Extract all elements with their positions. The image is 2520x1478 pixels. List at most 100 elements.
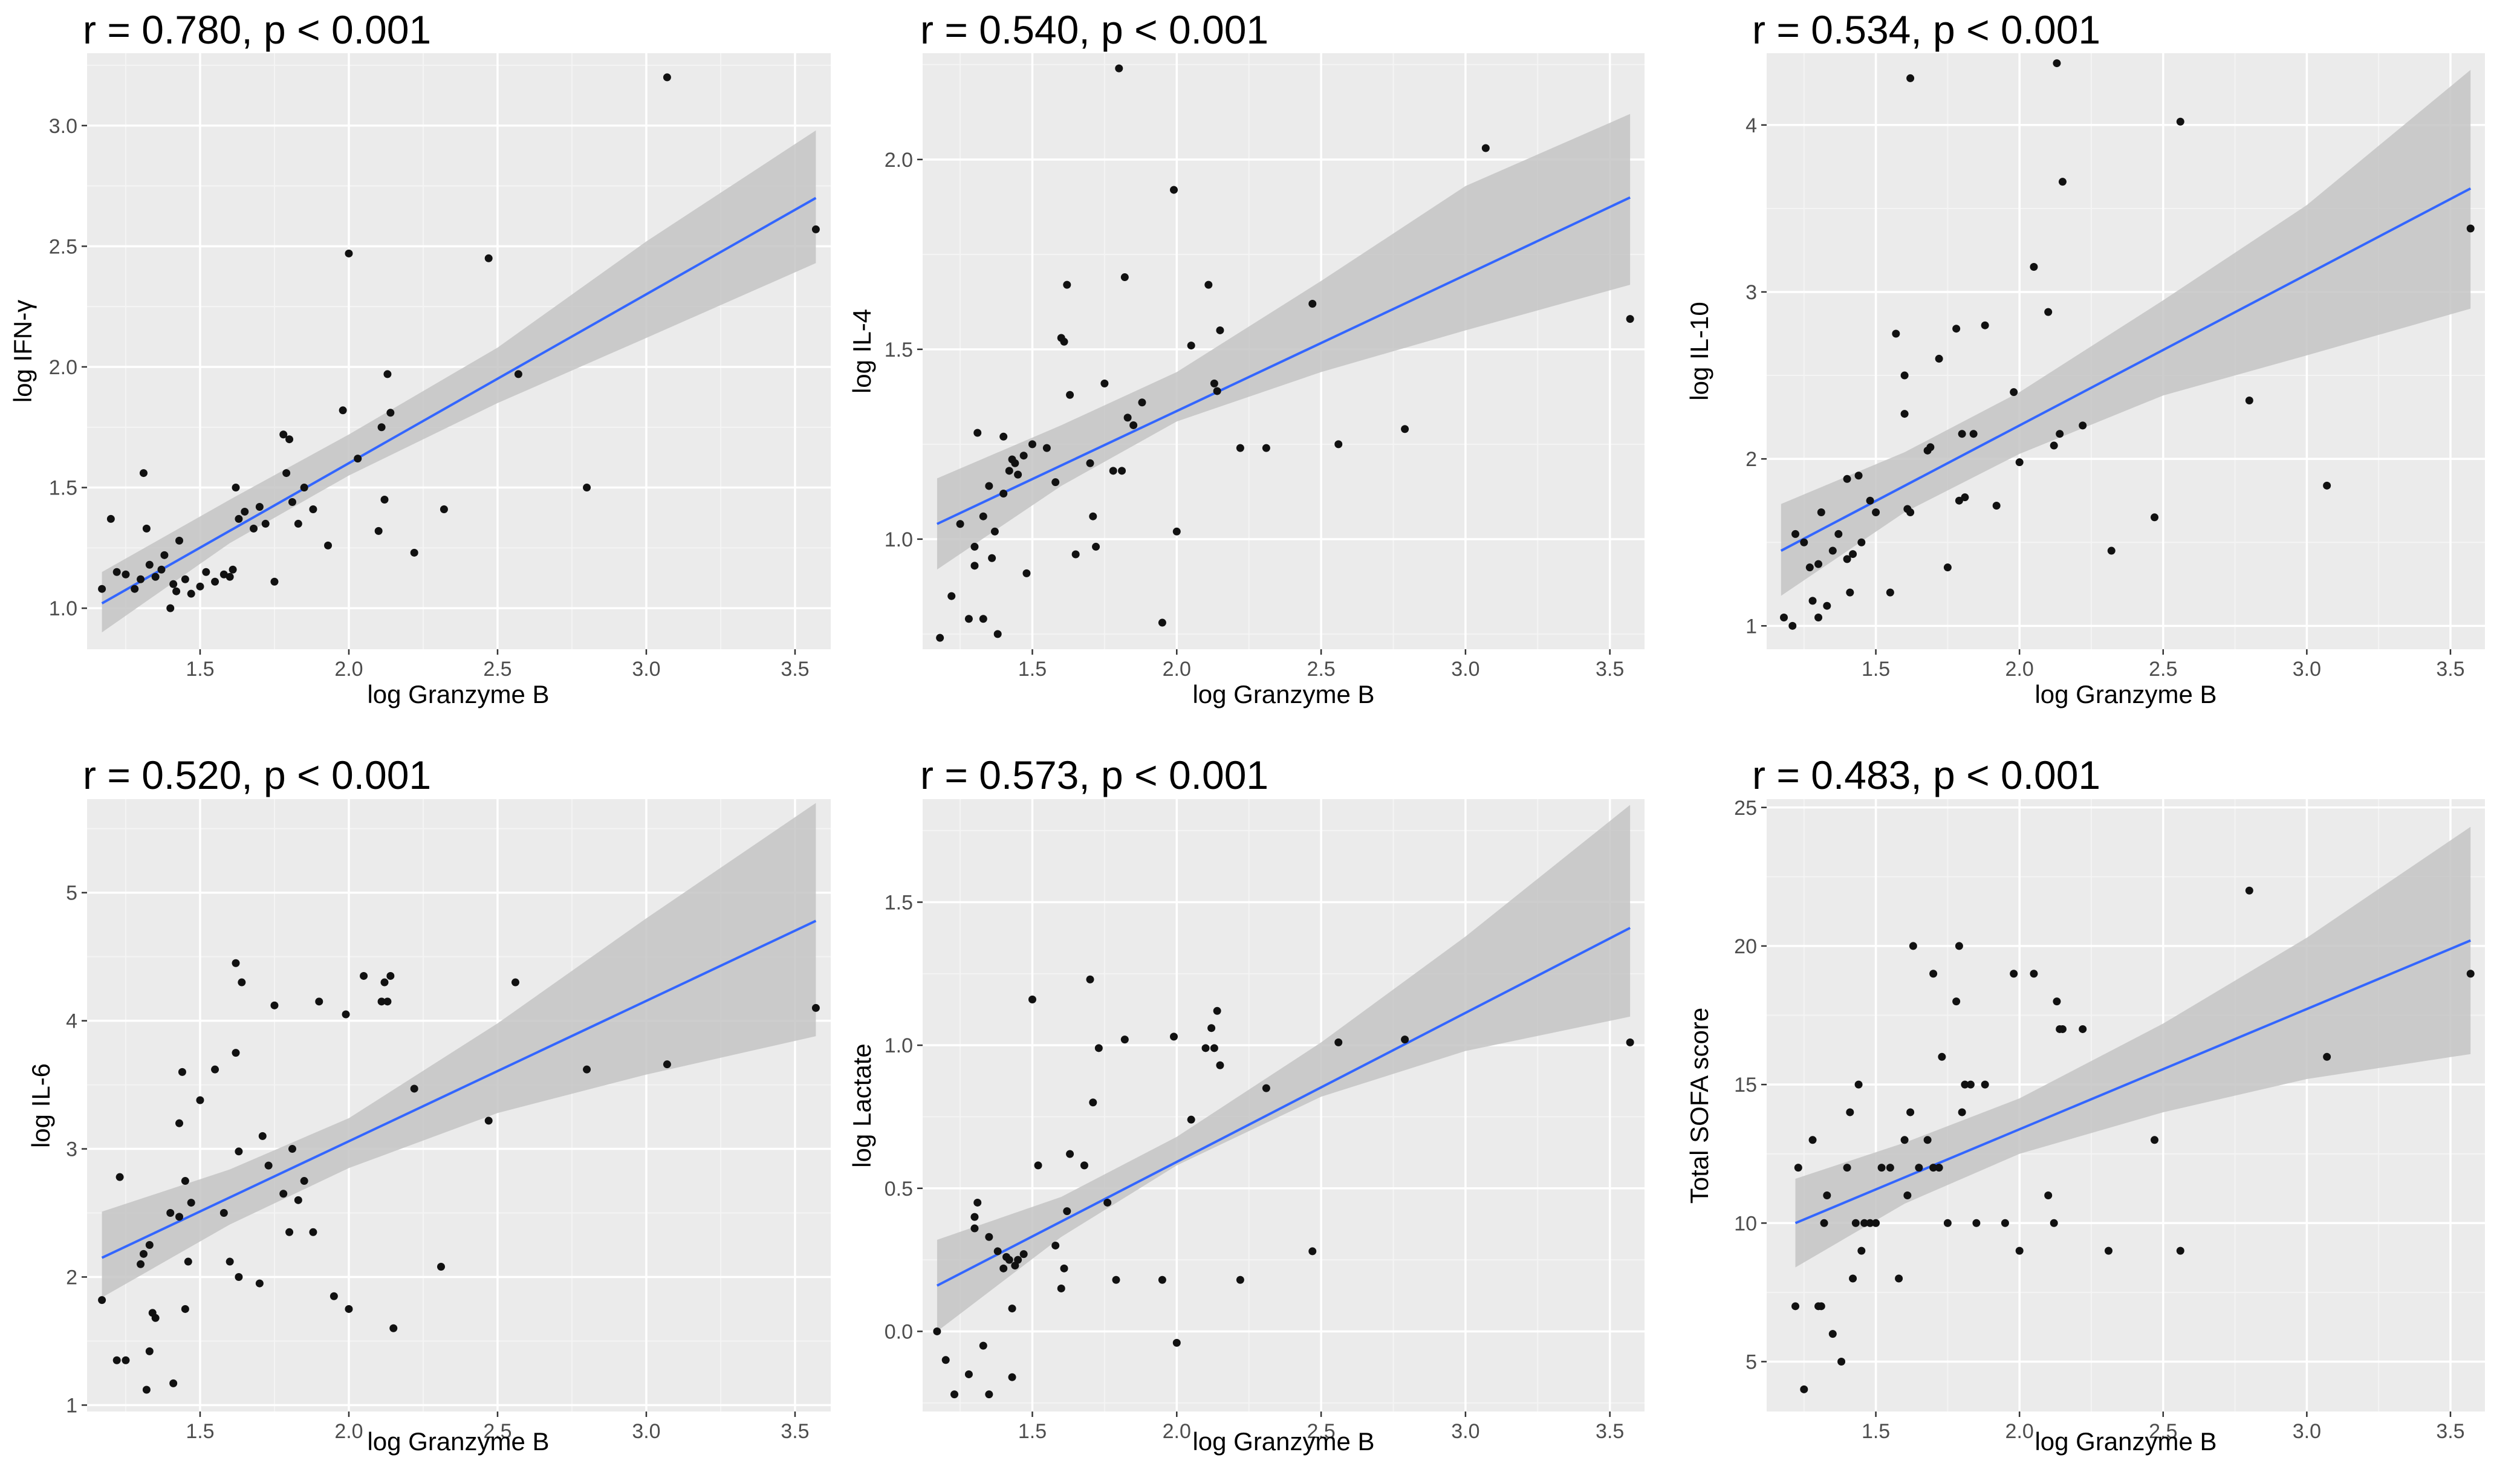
y-tick-label: 15 — [1734, 1074, 1757, 1097]
data-point — [1828, 546, 1837, 555]
x-tick-label: 2.0 — [334, 1420, 363, 1443]
data-point — [1028, 440, 1036, 449]
regression-line — [937, 196, 1631, 525]
data-point — [264, 1161, 273, 1170]
data-point — [145, 560, 154, 569]
data-point — [2466, 224, 2475, 233]
data-point — [2044, 308, 2053, 316]
data-point — [1817, 1302, 1825, 1311]
data-point — [270, 577, 279, 586]
x-tick-label: 1.5 — [186, 1420, 214, 1443]
x-tick-label: 2.0 — [2005, 1420, 2034, 1443]
data-point — [181, 1177, 189, 1185]
data-point — [386, 971, 395, 980]
data-point — [181, 1305, 189, 1313]
y-tick-label: 5 — [66, 882, 77, 905]
data-point — [1005, 467, 1013, 475]
data-point — [2001, 1219, 2009, 1227]
regression-line — [1794, 939, 2472, 1225]
data-point — [219, 1209, 228, 1217]
data-point — [226, 1257, 234, 1266]
y-tick-label: 1.5 — [885, 891, 913, 914]
data-point — [2015, 1246, 2024, 1255]
data-point — [583, 1065, 591, 1074]
data-point — [988, 554, 996, 562]
data-point — [2176, 117, 2184, 126]
x-tick-label: 3.5 — [1596, 1420, 1624, 1443]
data-point — [345, 249, 353, 258]
data-point — [1172, 1338, 1181, 1347]
y-axis-label: log IFN-γ — [8, 300, 37, 403]
data-point — [235, 1272, 243, 1281]
data-point — [241, 507, 249, 516]
data-point — [1071, 550, 1080, 559]
data-point — [511, 978, 519, 987]
data-point — [2466, 970, 2475, 978]
data-point — [1915, 1164, 1923, 1172]
x-tick-label: 2.0 — [2005, 658, 2034, 681]
data-point — [437, 1263, 445, 1271]
x-tick-label: 3.0 — [2293, 658, 2321, 681]
chart-panel-4: 1.5 2.0 2.5 3.0 3.5 1 2 3 4 5 r = 0.520, p < 0.001… — [27, 753, 831, 1456]
data-point — [1955, 942, 1963, 950]
data-point — [2053, 997, 2061, 1006]
data-point — [285, 435, 294, 444]
x-tick-label: 1.5 — [1018, 658, 1047, 681]
data-point — [187, 589, 195, 598]
data-point — [196, 582, 204, 591]
data-point — [386, 409, 395, 417]
data-point — [1854, 472, 1863, 480]
x-tick-label: 3.5 — [781, 658, 809, 681]
data-point — [2079, 1025, 2087, 1033]
data-point — [1213, 387, 1221, 395]
data-point — [187, 1199, 195, 1207]
data-point — [2010, 970, 2018, 978]
data-point — [339, 406, 347, 415]
data-point — [1872, 1219, 1880, 1227]
data-point — [2245, 886, 2253, 895]
x-axis-label: log Granzyme B — [1192, 1427, 1374, 1456]
x-tick-label: 3.5 — [781, 1420, 809, 1443]
data-point — [238, 978, 246, 987]
data-point — [115, 1173, 124, 1181]
y-tick-label: 10 — [1734, 1212, 1757, 1235]
data-point — [1929, 970, 1938, 978]
data-point — [1034, 1161, 1042, 1170]
data-point — [1843, 475, 1851, 483]
data-point — [1886, 588, 1894, 597]
data-point — [389, 1324, 398, 1332]
regression-line — [936, 927, 1631, 1287]
data-point — [160, 551, 169, 559]
data-point — [1817, 508, 1825, 517]
data-point — [122, 570, 130, 579]
data-point — [2151, 513, 2159, 522]
data-point — [211, 577, 219, 586]
data-point — [261, 519, 270, 528]
data-point — [1057, 1284, 1065, 1292]
data-point — [1210, 379, 1218, 387]
data-point — [484, 254, 493, 262]
data-point — [1123, 413, 1132, 422]
x-tick-label: 1.5 — [1862, 658, 1890, 681]
data-point — [345, 1305, 353, 1313]
x-tick-label: 3.0 — [632, 1420, 660, 1443]
data-point — [1791, 530, 1800, 538]
x-tick-label: 3.0 — [1451, 1420, 1479, 1443]
y-tick-label: 2.0 — [49, 356, 77, 379]
data-point — [145, 1347, 154, 1355]
data-point — [1981, 321, 1989, 329]
x-tick-label: 3.5 — [2436, 1420, 2464, 1443]
data-point — [219, 570, 228, 579]
data-point — [1051, 1241, 1060, 1249]
data-point — [1308, 1247, 1317, 1256]
y-tick-label: 2 — [1745, 448, 1757, 471]
data-point — [1051, 478, 1060, 487]
data-point — [1872, 508, 1880, 517]
x-tick-label: 2.5 — [2149, 1420, 2177, 1443]
data-point — [1828, 1330, 1837, 1338]
data-point — [342, 1010, 350, 1019]
data-point — [2245, 396, 2253, 404]
y-tick-label: 1.5 — [885, 339, 913, 361]
data-point — [131, 585, 139, 593]
data-point — [1172, 527, 1181, 536]
